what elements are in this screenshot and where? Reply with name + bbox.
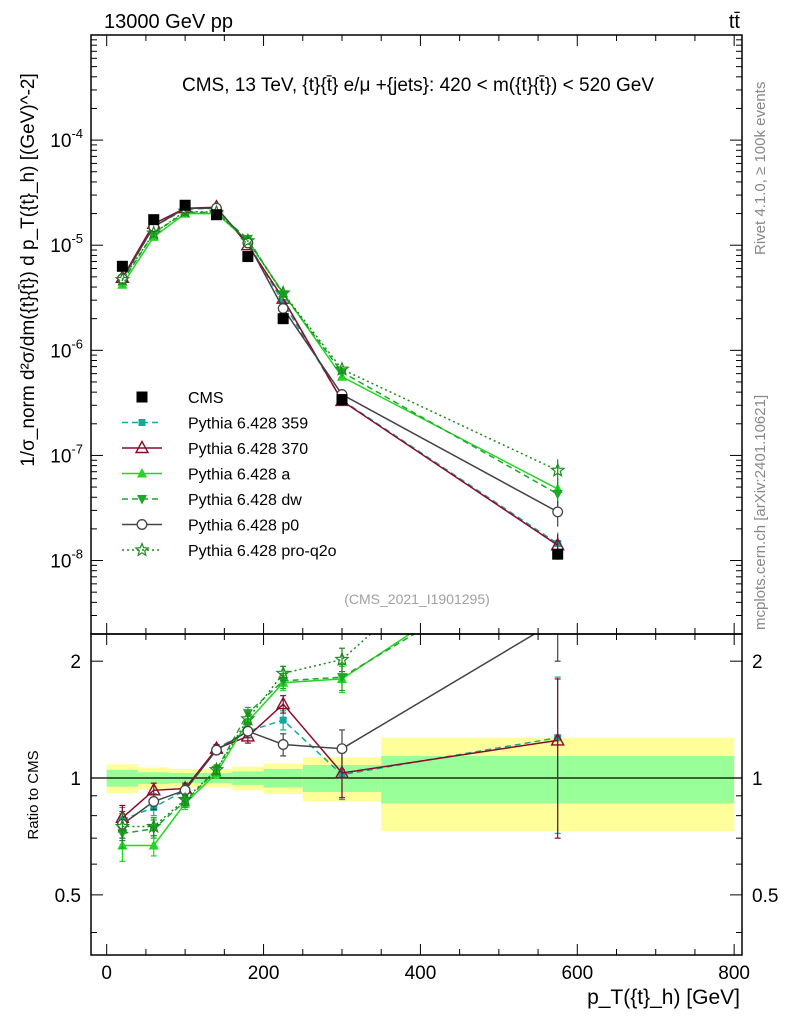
data-point-cms bbox=[210, 209, 222, 221]
legend: CMS Pythia 6.428 359 Pythia 6.428 370 Pythi… bbox=[122, 390, 337, 560]
ratio-point-pythia-6-428-pro-q2o bbox=[240, 710, 256, 726]
legend-label-pythia-6-428-pro-q2o: Pythia 6.428 pro-q2o bbox=[188, 543, 337, 560]
ratio-point-pythia-6-428-p0 bbox=[148, 796, 160, 807]
series-point-pythia-6-428-pro-q2o bbox=[146, 225, 162, 240]
x-tick-label: 0 bbox=[101, 963, 112, 984]
ratio-frame bbox=[90, 633, 743, 956]
ratio-y-tick-label-right: 0.5 bbox=[752, 886, 778, 907]
header-left: 13000 GeV pp bbox=[104, 11, 233, 33]
data-point-cms bbox=[179, 199, 191, 211]
main-y-tick-label: 10-4 bbox=[50, 126, 83, 152]
plot-title: CMS, 13 TeV, {t}{t̄} e/μ +{jets}: 420 < … bbox=[182, 75, 654, 96]
ratio-point-pythia-6-428-pro-q2o bbox=[146, 818, 162, 834]
ratio-line-pythia-6-428-a bbox=[122, 634, 412, 847]
ratio-y-tick-label-left: 2 bbox=[70, 652, 81, 673]
ratio-ylabel: Ratio to CMS bbox=[25, 750, 42, 839]
main-y-tick-label: 10-8 bbox=[50, 547, 83, 573]
legend-label-pythia-6-428-359: Pythia 6.428 359 bbox=[188, 416, 308, 433]
x-axis-label: p_T({t}_h) [GeV] bbox=[587, 986, 740, 1009]
ratio-y-tick-label-left: 1 bbox=[70, 769, 81, 790]
mcplots-label: mcplots.cern.ch [arXiv:2401.10621] bbox=[752, 395, 769, 630]
ratio-line-pythia-6-428-359 bbox=[122, 719, 558, 821]
data-point-cms bbox=[336, 394, 348, 406]
ratio-point-pythia-6-428-a bbox=[148, 840, 159, 850]
legend-marker-pythia-6-428-dw bbox=[137, 495, 147, 505]
legend-label-pythia-6-428-370: Pythia 6.428 370 bbox=[188, 441, 308, 458]
ratio-point-pythia-6-428-p0 bbox=[336, 743, 348, 755]
main-panel bbox=[114, 199, 566, 560]
x-tick-label: 200 bbox=[248, 963, 280, 984]
ratio-point-pythia-6-428-359 bbox=[279, 716, 287, 724]
series-point-pythia-6-428-p0 bbox=[277, 303, 289, 314]
ratio-line-pythia-6-428-370 bbox=[121, 703, 558, 819]
legend-marker-pythia-6-428-359 bbox=[138, 419, 146, 426]
legend-marker-pythia-6-428-p0 bbox=[136, 519, 148, 530]
data-point-cms bbox=[116, 260, 128, 272]
series-line-pythia-6-428-dw bbox=[121, 211, 559, 495]
ratio-y-tick-label-right: 1 bbox=[752, 769, 763, 790]
legend-marker-pythia-6-428-370 bbox=[134, 440, 150, 454]
ratio-y-tick-label-right: 2 bbox=[752, 652, 763, 673]
ratio-point-pythia-6-428-p0 bbox=[277, 739, 289, 750]
ratio-panel bbox=[91, 615, 742, 862]
data-point-cms bbox=[277, 313, 289, 325]
x-tick-label: 800 bbox=[718, 963, 750, 984]
legend-marker-cms bbox=[136, 391, 148, 403]
data-point-cms bbox=[552, 548, 564, 560]
series-line-pythia-6-428-pro-q2o bbox=[121, 210, 559, 472]
legend-label-cms: CMS bbox=[188, 390, 224, 407]
legend-marker-pythia-6-428-a bbox=[137, 468, 147, 478]
rivet-label: Rivet 4.1.0, ≥ 100k events bbox=[752, 82, 769, 255]
series-point-pythia-6-428-pro-q2o bbox=[275, 284, 291, 300]
legend-label-pythia-6-428-a: Pythia 6.428 a bbox=[188, 467, 290, 484]
header-right: tt̄ bbox=[729, 11, 741, 33]
ratio-point-pythia-6-428-p0 bbox=[211, 744, 222, 756]
ratio-point-pythia-6-428-dw bbox=[278, 676, 289, 687]
legend-label-pythia-6-428-p0: Pythia 6.428 p0 bbox=[188, 518, 299, 535]
ratio-point-pythia-6-428-pro-q2o bbox=[114, 818, 131, 834]
ratio-point-pythia-6-428-370 bbox=[550, 732, 565, 746]
legend-marker-pythia-6-428-pro-q2o bbox=[134, 541, 150, 557]
ratio-point-pythia-6-428-p0 bbox=[242, 725, 254, 737]
ratio-point-pythia-6-428-pro-q2o bbox=[177, 791, 193, 807]
series-point-pythia-6-428-pro-q2o bbox=[114, 271, 131, 287]
main-y-tick-label: 10-5 bbox=[50, 231, 83, 257]
ratio-y-tick-label-left: 0.5 bbox=[55, 886, 81, 907]
x-tick-label: 600 bbox=[561, 963, 593, 984]
ratio-line-pythia-6-428-p0 bbox=[121, 634, 537, 825]
ratio-line-pythia-6-428-pro-q2o bbox=[122, 634, 372, 828]
ratio-point-pythia-6-428-pro-q2o bbox=[275, 665, 291, 681]
ratio-point-pythia-6-428-dw bbox=[336, 673, 347, 683]
ratio-point-pythia-6-428-370 bbox=[334, 765, 350, 779]
series-point-pythia-6-428-dw bbox=[278, 290, 289, 300]
ratio-point-pythia-6-428-p0 bbox=[553, 615, 563, 625]
main-y-tick-label: 10-6 bbox=[50, 336, 83, 362]
ratio-point-pythia-6-428-370 bbox=[275, 696, 291, 710]
series-line-pythia-6-428-a bbox=[121, 212, 559, 490]
ratio-point-pythia-6-428-pro-q2o bbox=[334, 651, 350, 667]
data-point-cms bbox=[148, 214, 160, 226]
legend-label-pythia-6-428-dw: Pythia 6.428 dw bbox=[188, 492, 302, 509]
main-y-tick-label: 10-7 bbox=[50, 441, 83, 467]
series-point-pythia-6-428-pro-q2o bbox=[549, 462, 566, 478]
series-point-pythia-6-428-pro-q2o bbox=[240, 232, 256, 248]
series-point-pythia-6-428-pro-q2o bbox=[334, 361, 350, 376]
ratio-point-pythia-6-428-pro-q2o bbox=[208, 761, 225, 777]
axes: 0 200 400 600 800 10-8 10-7 10-6 10-5 10-4 0.5 0.5 1… bbox=[50, 34, 778, 984]
data-point-cms bbox=[242, 251, 254, 263]
main-ylabel: 1/σ_norm d²σ/dm({t}{t̄}) d p_T({t}_h) [(… bbox=[18, 73, 39, 467]
series-point-pythia-6-428-dw bbox=[552, 489, 563, 500]
x-tick-label: 400 bbox=[405, 963, 437, 984]
analysis-watermark: (CMS_2021_I1901295) bbox=[344, 591, 490, 607]
series-point-pythia-6-428-p0 bbox=[552, 506, 564, 518]
